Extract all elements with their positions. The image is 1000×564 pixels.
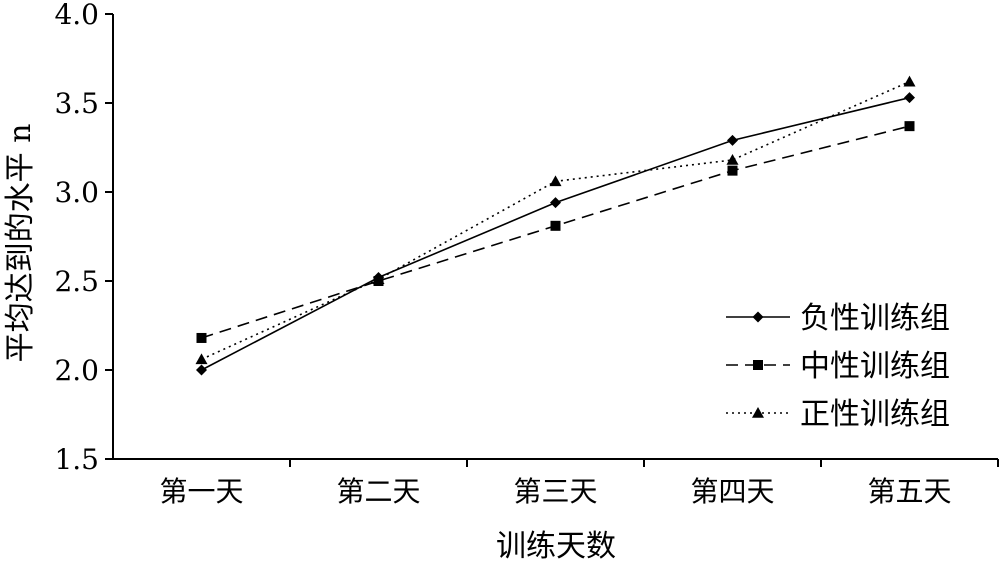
data-point [904, 92, 915, 104]
data-point [727, 134, 738, 146]
data-point [372, 273, 385, 285]
x-tick-label: 第三天 [513, 475, 597, 508]
y-ticks: 1.5 2.0 2.5 3.0 3.5 4.0 [54, 0, 113, 476]
data-point [549, 175, 562, 187]
legend-item: 正性训练组 [726, 397, 950, 432]
data-point [727, 165, 738, 176]
y-tick-label: 3.5 [54, 87, 99, 120]
data-point [550, 197, 561, 209]
legend-item: 中性训练组 [726, 349, 950, 384]
legend-label: 正性训练组 [800, 397, 950, 432]
x-tick-label: 第二天 [336, 475, 420, 508]
axes [112, 14, 998, 460]
y-tick-label: 4.0 [54, 0, 99, 31]
legend-marker [753, 360, 763, 370]
y-tick-label: 1.5 [54, 443, 99, 476]
y-tick-label: 2.5 [54, 265, 99, 298]
x-axis-title: 训练天数 [496, 529, 616, 564]
y-tick-label: 2.0 [54, 354, 99, 387]
data-point [903, 75, 916, 87]
x-tick-label: 第一天 [159, 475, 243, 508]
legend-marker [752, 311, 764, 323]
data-point [904, 121, 915, 132]
x-tick-label: 第五天 [867, 475, 951, 508]
legend-item: 负性训练组 [726, 301, 950, 336]
data-point [550, 220, 561, 231]
data-point [195, 353, 208, 365]
x-ticks: 第一天 第二天 第三天 第四天 第五天 [159, 459, 999, 508]
y-axis-title: 平均达到的水平 n [3, 124, 38, 363]
series [195, 75, 916, 376]
x-tick-label: 第四天 [690, 475, 774, 508]
data-point [196, 364, 207, 376]
data-point [726, 153, 739, 165]
series-1 [196, 92, 915, 376]
legend-label: 中性训练组 [800, 349, 950, 384]
series-3 [195, 75, 916, 365]
legend-label: 负性训练组 [800, 301, 950, 336]
data-point [196, 332, 207, 343]
y-tick-label: 3.0 [54, 176, 99, 209]
legend-marker [752, 407, 764, 418]
